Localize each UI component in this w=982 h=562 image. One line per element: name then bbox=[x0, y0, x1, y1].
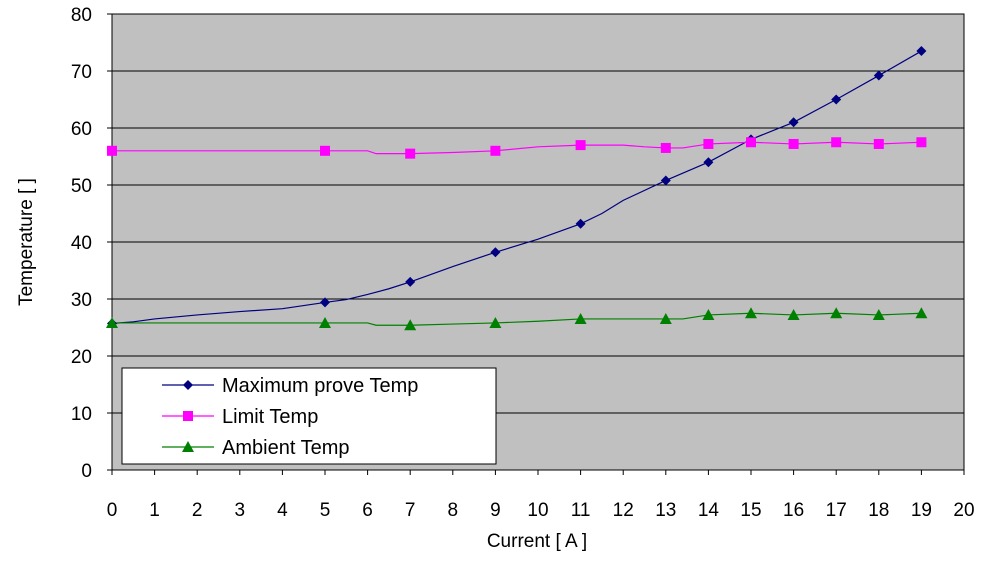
x-tick-label: 1 bbox=[149, 500, 160, 521]
x-tick-label: 9 bbox=[490, 500, 501, 521]
x-tick-label: 5 bbox=[320, 500, 331, 521]
data-point bbox=[489, 316, 502, 328]
y-tick-label: 60 bbox=[71, 119, 92, 140]
x-tick-label: 20 bbox=[953, 500, 974, 521]
axes bbox=[107, 13, 965, 475]
data-point bbox=[490, 247, 501, 258]
x-tick-label: 8 bbox=[448, 500, 459, 521]
data-point bbox=[575, 218, 586, 229]
legend-label: Ambient Temp bbox=[222, 437, 349, 459]
y-tick-label: 70 bbox=[71, 62, 92, 83]
y-tick-label: 10 bbox=[71, 404, 92, 425]
data-point bbox=[574, 312, 587, 324]
data-point bbox=[746, 137, 756, 148]
data-point bbox=[575, 140, 586, 151]
data-point bbox=[830, 307, 843, 319]
legend-marker bbox=[183, 380, 193, 390]
x-tick-label: 15 bbox=[740, 500, 761, 521]
y-tick-label: 30 bbox=[71, 290, 92, 311]
data-point bbox=[872, 308, 885, 320]
x-tick-label: 4 bbox=[277, 500, 288, 521]
legend-marker bbox=[183, 411, 193, 421]
y-tick-label: 40 bbox=[71, 233, 92, 254]
y-tick-label: 20 bbox=[71, 347, 92, 368]
data-point bbox=[703, 138, 714, 149]
data-point bbox=[659, 312, 672, 324]
x-axis-label: Current [ A ] bbox=[487, 531, 587, 552]
x-tick-label: 7 bbox=[405, 500, 416, 521]
series-markers bbox=[106, 46, 928, 331]
data-point bbox=[745, 307, 757, 319]
y-axis-label: Temperature [ ] bbox=[16, 178, 37, 306]
data-point bbox=[405, 148, 416, 159]
x-tick-label: 6 bbox=[362, 500, 373, 521]
x-tick-label: 19 bbox=[911, 500, 932, 521]
data-point bbox=[702, 308, 715, 320]
x-tick-label: 2 bbox=[192, 500, 203, 521]
x-tick-label: 14 bbox=[698, 500, 720, 521]
data-point bbox=[831, 137, 842, 148]
data-point bbox=[831, 94, 842, 105]
y-tick-label: 50 bbox=[71, 176, 92, 197]
series-line bbox=[112, 312, 922, 326]
x-tick-label: 0 bbox=[107, 500, 118, 521]
data-point bbox=[873, 70, 884, 81]
legend-marker bbox=[182, 441, 194, 452]
series-line bbox=[111, 50, 922, 325]
data-point bbox=[660, 142, 671, 153]
data-point bbox=[916, 137, 927, 148]
data-point bbox=[320, 145, 330, 156]
data-point bbox=[404, 319, 417, 331]
data-point bbox=[788, 138, 799, 149]
x-tick-label: 3 bbox=[235, 500, 246, 521]
y-tick-label: 0 bbox=[81, 461, 92, 482]
data-point bbox=[106, 316, 118, 328]
x-tick-label: 10 bbox=[527, 500, 548, 521]
x-tick-label: 12 bbox=[613, 500, 634, 521]
data-point bbox=[788, 117, 799, 128]
data-point bbox=[660, 175, 671, 186]
data-point bbox=[319, 316, 331, 328]
x-tick-label: 16 bbox=[783, 500, 804, 521]
data-point bbox=[405, 276, 416, 287]
legend-label: Maximum prove Temp bbox=[222, 375, 418, 397]
data-point bbox=[915, 307, 928, 319]
data-point bbox=[490, 145, 501, 156]
legend-label: Limit Temp bbox=[222, 406, 318, 428]
data-point bbox=[787, 308, 800, 320]
x-tick-label: 17 bbox=[826, 500, 847, 521]
data-point bbox=[873, 138, 884, 149]
x-tick-label: 18 bbox=[868, 500, 889, 521]
data-point bbox=[703, 157, 714, 168]
y-tick-label: 80 bbox=[71, 5, 92, 26]
x-tick-label: 13 bbox=[655, 500, 676, 521]
legend: Maximum prove Temp Limit Temp Ambient Temp bbox=[121, 367, 497, 465]
data-point bbox=[320, 297, 330, 308]
data-point bbox=[107, 145, 117, 156]
x-tick-label: 11 bbox=[571, 500, 591, 521]
data-point bbox=[916, 46, 927, 57]
